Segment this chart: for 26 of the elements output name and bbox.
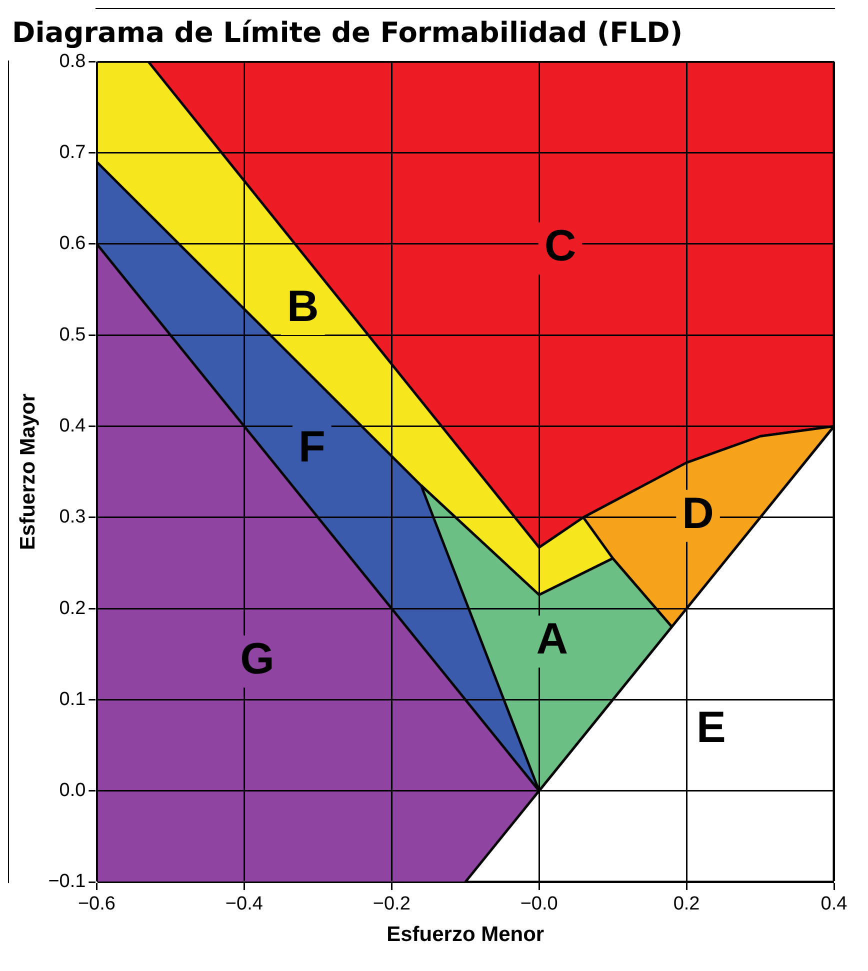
- x-tick-label: −0.0: [520, 894, 558, 915]
- series-label: D: [682, 488, 714, 538]
- y-tick-label: 0.4: [59, 415, 86, 436]
- y-tick-label: 0.2: [59, 598, 86, 619]
- y-tick-label: −0.1: [48, 871, 86, 892]
- y-tick-label: 0.6: [59, 233, 86, 254]
- series-label: A: [536, 614, 568, 664]
- x-tick-label: 0.4: [820, 894, 848, 915]
- series-label: G: [240, 634, 274, 684]
- x-tick-label: −0.4: [225, 894, 264, 915]
- y-tick-label: 0.8: [59, 50, 86, 72]
- y-axis-title: Esfuerzo Mayor: [16, 394, 40, 550]
- series-label: C: [544, 222, 576, 271]
- y-tick-label: 0.3: [59, 506, 86, 528]
- x-tick-label: 0.2: [673, 894, 700, 915]
- series-label: F: [298, 422, 326, 472]
- y-tick-label: 0.5: [59, 324, 86, 346]
- y-tick-label: 0.1: [59, 688, 86, 710]
- x-tick-label: −0.2: [372, 894, 410, 915]
- series-label: E: [696, 703, 726, 752]
- x-axis-title: Esfuerzo Menor: [386, 923, 544, 946]
- y-tick-label: 0.0: [59, 780, 86, 802]
- x-tick-label: −0.6: [78, 894, 116, 915]
- y-tick-label: 0.7: [59, 142, 86, 163]
- series-label: B: [287, 282, 319, 332]
- chart-title: Diagrama de Límite de Formabilidad (FLD): [12, 16, 683, 50]
